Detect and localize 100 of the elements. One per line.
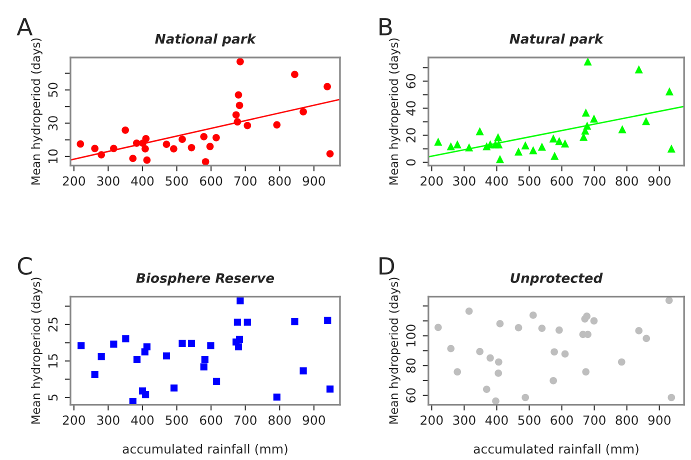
y-tick-label: 30 xyxy=(48,116,58,130)
point xyxy=(324,316,332,324)
point xyxy=(232,111,240,119)
point xyxy=(300,367,307,374)
y-tick-label: 0 xyxy=(406,159,416,166)
point xyxy=(494,370,502,377)
point xyxy=(665,87,674,96)
x-tick-label: 900 xyxy=(648,176,670,186)
chart-title: Biosphere Reserve xyxy=(136,272,274,286)
point xyxy=(590,317,598,325)
point xyxy=(492,397,500,405)
point xyxy=(496,155,504,164)
point xyxy=(98,353,105,360)
point xyxy=(618,358,626,366)
x-tick-label: 200 xyxy=(420,176,443,186)
x-tick-label: 300 xyxy=(97,415,120,425)
point xyxy=(170,145,178,152)
point xyxy=(434,138,442,146)
point xyxy=(583,312,591,320)
x-tick-label: 700 xyxy=(583,176,606,186)
point xyxy=(142,145,149,152)
point xyxy=(549,134,558,142)
x-axis-title: accumulated rainfall (mm) xyxy=(122,444,288,456)
x-tick-label: 600 xyxy=(200,415,222,425)
x-tick-label: 300 xyxy=(453,176,476,186)
point xyxy=(201,356,208,364)
point xyxy=(465,307,473,315)
y-tick-label: 10 xyxy=(48,149,58,164)
point xyxy=(202,158,210,166)
point xyxy=(667,144,676,153)
point xyxy=(494,133,502,142)
point xyxy=(326,386,334,393)
x-tick-label: 700 xyxy=(583,415,606,425)
x-tick-label: 700 xyxy=(234,415,256,425)
point xyxy=(476,348,484,356)
point xyxy=(133,356,141,364)
text: B xyxy=(380,18,392,36)
y-axis-title: Mean hydroperiod (days) xyxy=(388,278,400,424)
point xyxy=(521,141,530,150)
point xyxy=(143,343,150,350)
point xyxy=(494,140,503,148)
point xyxy=(143,156,151,164)
point xyxy=(529,146,538,154)
point xyxy=(556,326,563,334)
point xyxy=(514,324,522,332)
point xyxy=(76,140,84,148)
point xyxy=(178,136,186,143)
x-tick-label: 400 xyxy=(485,415,508,425)
chart-title: National park xyxy=(155,34,256,46)
point xyxy=(495,358,502,366)
point xyxy=(236,58,244,66)
point xyxy=(582,368,590,376)
point xyxy=(244,122,252,130)
y-tick-label: 15 xyxy=(48,354,58,368)
x-tick-label: 500 xyxy=(518,415,540,425)
point xyxy=(291,70,298,78)
point xyxy=(162,352,170,360)
x-tick-label: 300 xyxy=(97,176,120,186)
point xyxy=(668,394,676,402)
point xyxy=(234,91,242,99)
point xyxy=(234,318,241,326)
point xyxy=(454,368,462,376)
point xyxy=(78,342,85,350)
point xyxy=(122,126,130,134)
x-tick-label: 600 xyxy=(550,415,573,425)
point xyxy=(584,330,592,338)
chart-title: Unprotected xyxy=(510,272,603,286)
point xyxy=(206,142,214,150)
point xyxy=(244,318,251,326)
text: A xyxy=(16,18,33,36)
point xyxy=(476,127,484,136)
x-tick-label: 200 xyxy=(62,415,86,425)
point xyxy=(560,139,570,148)
point xyxy=(482,386,490,393)
x-tick-label: 900 xyxy=(302,415,326,425)
point xyxy=(326,150,334,158)
x-tick-label: 500 xyxy=(166,415,188,425)
point xyxy=(538,324,546,332)
point xyxy=(170,384,178,392)
text: C xyxy=(18,256,32,275)
point xyxy=(555,137,564,146)
x-tick-label: 500 xyxy=(518,176,540,186)
text: D xyxy=(380,257,394,274)
point xyxy=(273,121,281,129)
point xyxy=(291,318,298,326)
y-tick-label: 50 xyxy=(48,82,58,97)
point xyxy=(142,391,150,398)
x-tick-label: 400 xyxy=(131,415,154,425)
x-tick-label: 900 xyxy=(302,176,326,186)
point xyxy=(496,320,504,328)
point xyxy=(618,125,626,134)
y-tick-label: 5 xyxy=(48,394,58,401)
x-tick-label: 500 xyxy=(166,176,188,186)
x-tick-label: 400 xyxy=(485,176,508,186)
y-axis-title: Mean hydroperiod (days) xyxy=(30,38,42,184)
point xyxy=(590,114,598,123)
point xyxy=(212,134,220,142)
x-tick-label: 200 xyxy=(62,176,86,186)
point xyxy=(486,354,494,362)
point xyxy=(642,117,650,126)
